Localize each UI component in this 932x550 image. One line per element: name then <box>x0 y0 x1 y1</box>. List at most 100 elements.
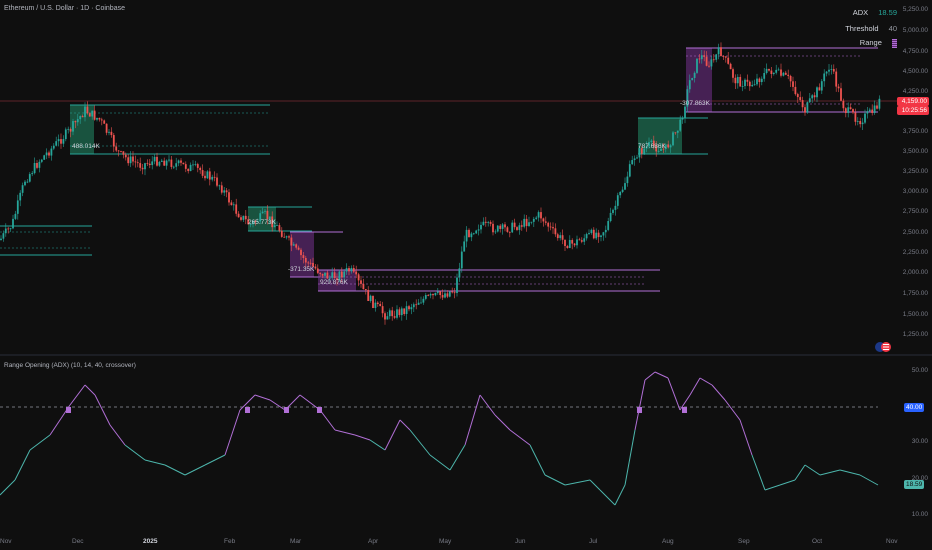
candle-body <box>64 129 67 140</box>
candle-body <box>2 233 5 239</box>
time-label: Apr <box>368 538 379 545</box>
candle-body <box>76 119 79 123</box>
candle-body <box>194 164 197 165</box>
candle-body <box>124 154 127 158</box>
threshold-tag: 40.00 <box>904 403 924 412</box>
candle-body <box>448 291 451 297</box>
candle-body <box>242 215 245 220</box>
candle-body <box>271 216 274 228</box>
candle-body <box>115 146 118 151</box>
adx-segment <box>599 489 616 506</box>
adx-segment <box>334 429 356 436</box>
candle-body <box>710 59 713 67</box>
legend-adx[interactable]: ADX 18.59 <box>853 8 897 17</box>
price-tick: 1,500.00 <box>902 311 928 318</box>
candle-body <box>206 171 209 179</box>
candle-body <box>391 310 394 317</box>
candle-body <box>700 55 703 60</box>
candle-body <box>72 121 74 132</box>
time-label: Nov <box>886 538 898 545</box>
range-box-1 <box>70 104 270 155</box>
candle-body <box>24 181 26 186</box>
candle-body <box>794 86 797 95</box>
candle-body <box>340 271 343 278</box>
candle-body <box>172 166 175 168</box>
candle-body <box>727 57 730 64</box>
candle-body <box>470 233 473 238</box>
price-tick: 3,500.00 <box>902 148 928 155</box>
candle-body <box>460 251 463 269</box>
candle-body <box>736 76 739 84</box>
price-tick: 2,500.00 <box>902 229 928 236</box>
candle-body <box>669 145 672 148</box>
candle-body <box>492 223 494 233</box>
candle-body <box>468 229 470 238</box>
candle-body <box>134 161 137 163</box>
adx-segment <box>839 469 861 476</box>
candle-body <box>424 295 427 299</box>
indicator-title[interactable]: Range Opening (ADX) (10, 14, 40, crossov… <box>4 362 136 369</box>
candle-body <box>868 109 871 112</box>
candle-body <box>540 212 542 219</box>
candle-body <box>768 68 770 71</box>
candle-body <box>348 268 350 272</box>
candle-body <box>240 217 242 220</box>
candle-body <box>144 163 146 170</box>
candle-body <box>12 218 14 229</box>
candle-body <box>249 224 252 226</box>
candle-body <box>619 191 622 196</box>
candle-body <box>31 173 34 175</box>
legend-threshold[interactable]: Threshold 40 <box>845 24 897 33</box>
adx-segment <box>409 429 431 456</box>
candle-body <box>91 110 94 117</box>
candle-body <box>129 156 132 164</box>
candle-body <box>676 130 679 133</box>
candle-body <box>184 164 187 169</box>
candle-body <box>139 163 142 168</box>
candle-body <box>775 69 778 73</box>
candle-body <box>88 113 91 117</box>
candle-body <box>36 162 38 168</box>
time-label: Dec <box>72 538 84 545</box>
candle-body <box>122 151 125 155</box>
adx-segment <box>509 429 531 446</box>
time-label: Feb <box>224 538 236 545</box>
candle-body <box>756 78 758 85</box>
candle-body <box>297 247 300 250</box>
candle-body <box>828 69 830 72</box>
candle-body <box>444 293 446 298</box>
range-box-4 <box>318 269 660 292</box>
candle-body <box>556 234 559 239</box>
adx-segment <box>724 399 741 421</box>
candle-body <box>732 69 734 78</box>
candle-body <box>871 109 874 113</box>
adx-segment <box>667 377 681 411</box>
candle-body <box>595 232 598 239</box>
candle-body <box>612 209 614 213</box>
candle-body <box>40 159 43 162</box>
candle-body <box>103 120 106 124</box>
candle-body <box>561 235 564 240</box>
candle-body <box>187 168 190 172</box>
candle-body <box>844 108 847 113</box>
candle-body <box>19 192 22 201</box>
candle-body <box>691 77 694 81</box>
candle-body <box>165 160 168 166</box>
candle-body <box>712 59 715 61</box>
candle-body <box>264 210 266 212</box>
adx-segment <box>69 384 86 406</box>
candle-body <box>832 68 835 72</box>
candle-body <box>645 146 648 149</box>
candle-body <box>288 236 290 238</box>
candle-body <box>280 230 283 237</box>
candle-body <box>312 262 314 267</box>
candle-body <box>84 106 86 118</box>
flag-icon[interactable] <box>875 342 891 352</box>
adx-segment <box>679 394 691 411</box>
candle-body <box>429 294 432 296</box>
legend-range[interactable]: Range <box>860 38 897 48</box>
candle-body <box>554 228 557 235</box>
candle-body <box>244 215 247 220</box>
range-volume-label: -307.863K <box>680 100 710 107</box>
